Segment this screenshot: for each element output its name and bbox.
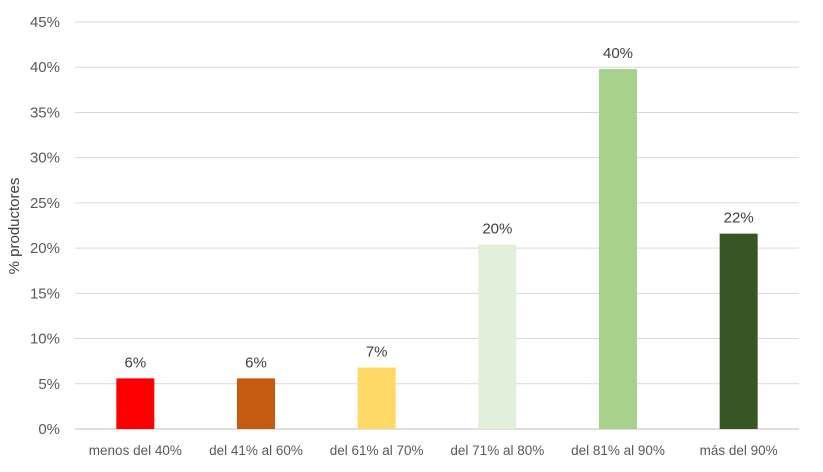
bars bbox=[116, 69, 758, 429]
data-labels: 6% 6% 7% 20% 40% 22% bbox=[124, 45, 753, 371]
bar bbox=[237, 378, 275, 429]
bar bbox=[478, 244, 517, 429]
data-label: 6% bbox=[124, 354, 146, 371]
x-category-label: del 61% al 70% bbox=[330, 443, 424, 458]
y-tick-label: 25% bbox=[30, 195, 60, 212]
x-category-label: del 41% al 60% bbox=[209, 443, 303, 458]
bar bbox=[357, 367, 396, 429]
y-tick-label: 35% bbox=[30, 104, 60, 121]
data-label: 40% bbox=[603, 45, 633, 62]
data-label: 6% bbox=[245, 354, 267, 371]
data-label: 20% bbox=[482, 220, 512, 237]
y-tick-label: 20% bbox=[30, 240, 60, 257]
y-tick-label: 45% bbox=[30, 14, 60, 31]
x-axis-categories: menos del 40% del 41% al 60% del 61% al 70… bbox=[89, 443, 778, 458]
y-axis-ticks: 0% 5% 10% 15% 20% 25% 30% 35% 40% 45% bbox=[30, 14, 60, 438]
y-tick-label: 10% bbox=[30, 331, 60, 348]
y-tick-label: 15% bbox=[30, 285, 60, 302]
y-tick-label: 5% bbox=[38, 376, 60, 393]
data-label: 22% bbox=[724, 210, 754, 227]
x-category-label: más del 90% bbox=[700, 443, 778, 458]
gridlines bbox=[75, 21, 799, 430]
bar bbox=[599, 69, 637, 429]
x-category-label: del 71% al 80% bbox=[450, 443, 544, 458]
data-label: 7% bbox=[366, 343, 388, 360]
bar bbox=[116, 378, 155, 429]
x-category-label: menos del 40% bbox=[89, 443, 182, 458]
y-tick-label: 0% bbox=[38, 421, 60, 438]
y-axis-title: % productores bbox=[6, 178, 23, 275]
y-tick-label: 40% bbox=[30, 59, 60, 76]
bar bbox=[719, 233, 758, 429]
y-tick-label: 30% bbox=[30, 150, 60, 167]
x-category-label: del 81% al 90% bbox=[571, 443, 665, 458]
